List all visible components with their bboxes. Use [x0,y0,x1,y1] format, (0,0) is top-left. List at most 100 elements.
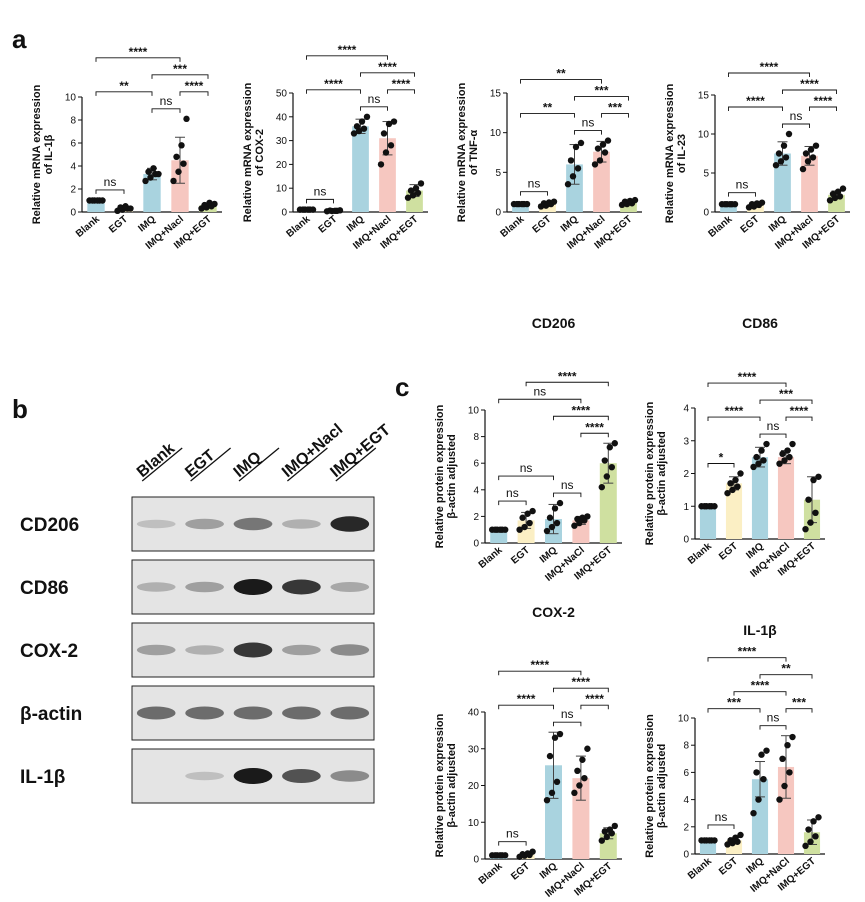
y-axis-title: Relative protein expressionβ-actin adjus… [644,401,668,545]
data-point [603,833,610,841]
significance-label: ** [781,662,791,676]
data-point [776,460,783,467]
significance-label: *** [608,101,622,115]
y-axis-title-line: Relative protein expression [434,404,446,548]
significance-bracket [498,475,554,481]
data-point [732,834,739,841]
data-point [727,837,734,844]
significance-label: ns [561,478,574,492]
significance-bracket [785,416,813,422]
y-tick-label: 2 [473,512,479,523]
data-point [601,457,608,464]
significance-bracket [360,72,415,77]
significance-label: **** [585,692,604,706]
bar [699,840,717,854]
data-point [799,165,807,173]
data-point [734,483,741,490]
data-point [545,199,553,206]
data-point [183,115,190,123]
data-point [523,200,531,208]
x-tick-label: EGT [107,214,130,236]
significance-label: ns [528,177,541,191]
data-point [789,733,796,741]
blot-band [330,770,370,782]
data-point [626,197,634,205]
data-point [812,833,819,840]
x-tick-label: Blank [477,861,505,887]
lane-label-underline [286,447,328,482]
significance-bracket [707,382,787,388]
data-point [829,190,837,198]
lane-label: Blank [134,440,178,481]
x-tick-label: IMQ [538,861,560,882]
data-point [753,453,760,461]
data-point [577,139,585,147]
data-point [786,453,793,461]
significance-bracket [553,721,582,727]
data-point [572,143,580,151]
data-point [569,173,577,180]
data-point [353,123,361,130]
significance-bracket [520,191,548,196]
data-point [99,197,106,204]
data-point [206,199,213,206]
data-point [731,201,739,208]
data-point [546,514,554,521]
chart-title: CD86 [742,315,778,331]
data-point [611,822,618,830]
data-point [598,483,605,491]
chart-1: Relative mRNA expressionof IL-1β 0 2 4 6 8 10 B… [31,45,222,252]
blot-band [185,518,224,530]
data-point [556,499,564,507]
data-point [777,158,785,165]
blot-band [233,517,273,531]
y-axis-title-line: β-actin adjusted [446,743,458,827]
significance-bracket [580,704,609,710]
data-point [753,769,760,776]
significance-bracket [728,72,810,77]
bar [699,506,717,539]
x-tick-label: IMQ [136,214,158,235]
significance-bracket [574,130,602,135]
data-point [147,174,154,181]
significance-label: **** [338,43,357,57]
data-point [540,200,548,207]
significance-bracket [785,708,813,713]
data-point [519,851,526,858]
significance-label: ns [314,184,327,198]
significance-bracket [809,106,837,111]
y-tick-label: 4 [683,795,689,806]
significance-label: *** [594,84,608,98]
data-point [701,837,708,844]
data-point [571,522,578,529]
lane-label-underline [141,447,183,482]
y-axis-title-line: of TNF-α [468,130,480,175]
data-point [529,507,536,515]
significance-label: **** [746,94,765,108]
significance-label: ns [506,486,519,500]
significance-label: ** [556,67,566,81]
significance-label: **** [324,77,343,91]
data-point [750,463,757,471]
data-point [564,181,572,188]
data-point [826,197,834,204]
y-tick-label: 40 [276,112,288,123]
y-tick-label: 10 [678,714,690,725]
y-tick-label: 10 [65,93,77,104]
significance-bracket [759,433,787,439]
data-point [805,496,812,503]
chart-6: CD86 Relative protein expressionβ-actin a… [644,315,825,580]
significance-bracket [707,824,735,829]
data-point [805,826,812,833]
blot-row-label: CD86 [20,578,69,599]
data-point [755,460,762,467]
bar [777,766,795,854]
data-point [606,444,613,451]
x-tick-label: IMQ [767,214,789,235]
significance-bracket [707,657,787,662]
y-tick-label: 0 [281,208,287,219]
bar [352,126,369,212]
data-point [807,838,814,845]
blot-band [282,644,321,656]
